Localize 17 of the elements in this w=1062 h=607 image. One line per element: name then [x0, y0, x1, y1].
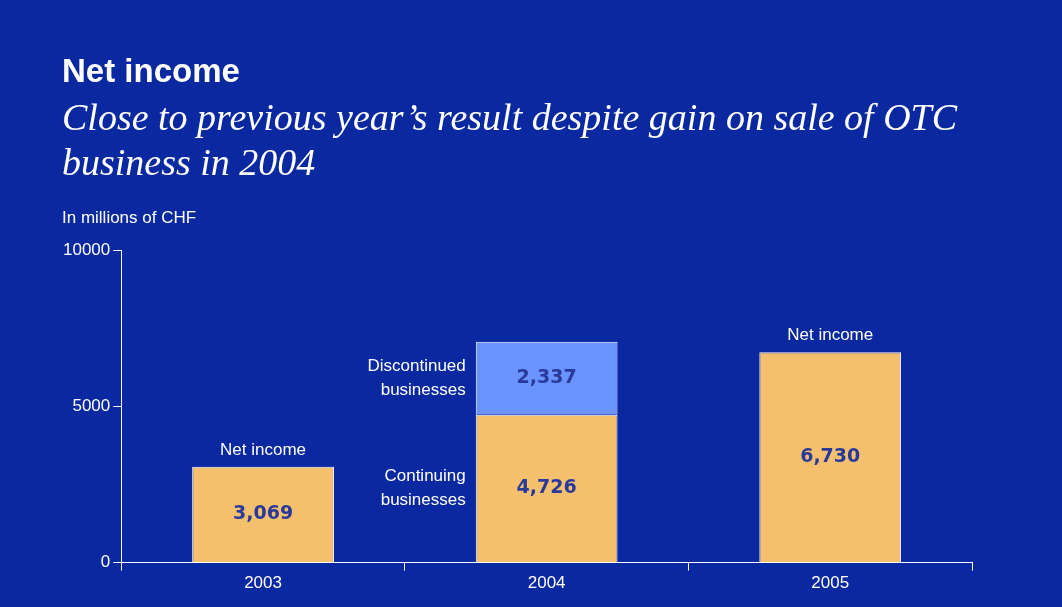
data-label: 4,726 [516, 475, 577, 498]
y-tick-label: 10000 [62, 239, 111, 259]
chart-title: Net income [62, 52, 240, 90]
data-label: 2,337 [516, 365, 577, 388]
y-axis-title: In millions of CHF [62, 208, 197, 228]
series-label: Continuing businesses [380, 466, 466, 510]
annotation: Net income [220, 439, 307, 459]
x-tick-label: 2004 [527, 573, 566, 593]
y-tick-label: 5000 [72, 395, 111, 415]
data-label: 3,069 [233, 501, 294, 524]
data-label: 6,730 [800, 444, 861, 467]
chart-subtitle: Close to previous year’s result despite gain on sale of OTC business in 2004 [62, 95, 959, 185]
y-tick-label: 0 [100, 552, 111, 572]
annotation: Net income [787, 325, 874, 345]
x-tick-label: 2003 [244, 573, 282, 593]
series-label: Discontinued businesses [367, 356, 466, 400]
x-tick-label: 2005 [811, 573, 850, 593]
